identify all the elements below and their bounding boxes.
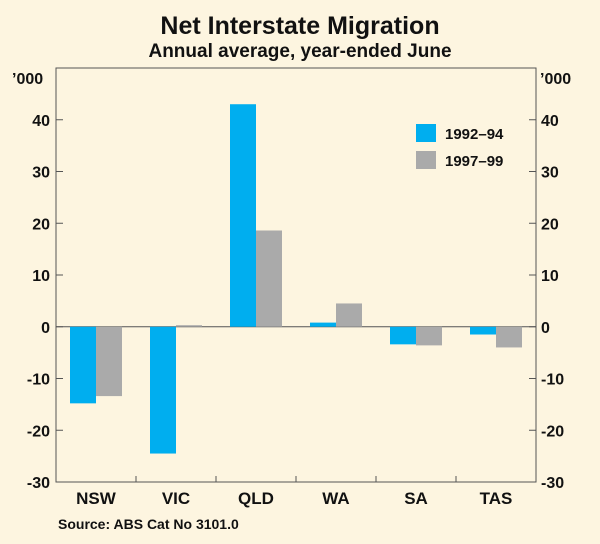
chart-subtitle: Annual average, year-ended June xyxy=(148,41,452,62)
bar-vic-series1 xyxy=(150,326,176,454)
bar-sa-series1 xyxy=(390,326,416,345)
bar-tas-series1 xyxy=(470,326,496,335)
bar-tas-series2 xyxy=(496,326,522,348)
bar-nsw-series1 xyxy=(70,326,96,404)
y-tick-label-right: 0 xyxy=(541,320,550,337)
x-tick-label: QLD xyxy=(238,489,274,508)
x-tick-label: NSW xyxy=(76,489,117,508)
y-tick-label-right: 10 xyxy=(541,268,559,285)
bar-wa-series2 xyxy=(336,303,362,327)
x-tick-label: WA xyxy=(322,489,349,508)
y-tick-label-left: 20 xyxy=(32,216,50,233)
bar-wa-series1 xyxy=(310,322,336,327)
chart-title: Net Interstate Migration xyxy=(160,12,440,40)
y-tick-label-left: -10 xyxy=(27,372,50,389)
y-tick-label-left: 40 xyxy=(32,113,50,130)
legend-label: 1992–94 xyxy=(445,126,504,143)
legend: 1992–94 1997–99 xyxy=(416,124,504,170)
y-tick-label-left: 0 xyxy=(41,320,50,337)
y-tick-label-right: 30 xyxy=(541,165,559,182)
y-tick-label-right: -10 xyxy=(541,372,564,389)
legend-swatch xyxy=(416,124,436,142)
source-note: Source: ABS Cat No 3101.0 xyxy=(58,516,239,532)
bar-sa-series2 xyxy=(416,326,442,346)
y-tick-label-left: -20 xyxy=(27,423,50,440)
x-tick-label: TAS xyxy=(480,489,513,508)
x-tick-label: VIC xyxy=(162,489,190,508)
y-tick-label-right: -20 xyxy=(541,423,564,440)
y-tick-label-right: 20 xyxy=(541,216,559,233)
y-unit-left: ’000 xyxy=(12,71,43,88)
y-tick-label-left: 10 xyxy=(32,268,50,285)
y-tick-label-right: -30 xyxy=(541,475,564,492)
bar-nsw-series2 xyxy=(96,326,122,397)
bar-qld-series2 xyxy=(256,230,282,327)
bar-vic-series2 xyxy=(176,325,202,327)
x-tick-label: SA xyxy=(404,489,428,508)
y-tick-label-right: 40 xyxy=(541,113,559,130)
bar-qld-series1 xyxy=(230,104,256,327)
y-tick-label-left: -30 xyxy=(27,475,50,492)
y-unit-right: ’000 xyxy=(540,71,571,88)
legend-label: 1997–99 xyxy=(445,153,503,170)
y-tick-label-left: 30 xyxy=(32,165,50,182)
legend-swatch xyxy=(416,151,436,169)
